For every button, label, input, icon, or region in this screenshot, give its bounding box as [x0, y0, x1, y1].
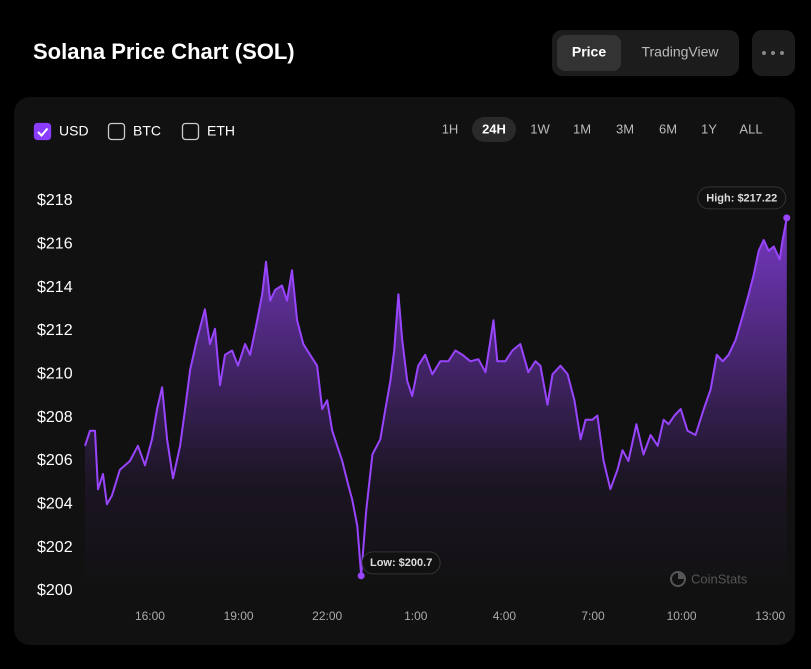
x-tick-label: 1:00 — [404, 609, 428, 623]
range-button[interactable]: 1H — [442, 121, 459, 136]
range-button[interactable]: 1Y — [701, 121, 717, 136]
range-button[interactable]: 24H — [482, 121, 506, 136]
checkmark — [37, 127, 49, 137]
x-tick-label: 13:00 — [755, 609, 785, 623]
price-area — [85, 217, 787, 591]
currency-label[interactable]: BTC — [133, 123, 161, 139]
checkbox[interactable] — [33, 122, 52, 141]
currency-label[interactable]: USD — [59, 123, 89, 139]
range-button[interactable]: ALL — [739, 121, 762, 136]
annotation-bubble — [361, 551, 441, 575]
dot — [762, 51, 766, 55]
range-button[interactable]: 1M — [573, 121, 591, 136]
y-tick-label: $200 — [37, 582, 73, 599]
y-tick-label: $210 — [37, 366, 73, 383]
range-button[interactable]: 3M — [616, 121, 634, 136]
x-tick-label: 10:00 — [667, 609, 697, 623]
y-tick-label: $206 — [37, 452, 73, 469]
y-tick-label: $212 — [37, 322, 73, 339]
x-tick-label: 19:00 — [224, 609, 254, 623]
currency-label[interactable]: ETH — [207, 123, 235, 139]
tab[interactable]: TradingView — [641, 44, 719, 60]
x-tick-label: 22:00 — [312, 609, 342, 623]
range-button[interactable]: 6M — [659, 121, 677, 136]
y-tick-label: $214 — [37, 279, 73, 296]
checkbox[interactable] — [107, 122, 126, 141]
x-tick-label: 16:00 — [135, 609, 165, 623]
annotation-marker — [783, 214, 791, 222]
range-button[interactable]: 1W — [530, 121, 550, 136]
annotation-label: Low: $200.7 — [370, 557, 432, 569]
price-line — [84, 217, 788, 577]
range-active-bg — [472, 117, 516, 142]
annotation-bubble — [697, 186, 787, 210]
page-title: Solana Price Chart (SOL) — [33, 39, 295, 64]
y-tick-label: $204 — [37, 496, 73, 513]
checkbox[interactable] — [181, 122, 200, 141]
y-tick-label: $216 — [37, 236, 73, 253]
x-tick-label: 4:00 — [493, 609, 517, 623]
dot — [780, 51, 784, 55]
tab-active-bg — [557, 35, 621, 71]
x-tick-label: 7:00 — [581, 609, 605, 623]
dot — [771, 51, 775, 55]
y-tick-label: $208 — [37, 409, 73, 426]
annotation-label: High: $217.22 — [706, 192, 777, 204]
tab[interactable]: Price — [572, 44, 606, 60]
y-tick-label: $202 — [37, 539, 73, 556]
annotation-marker — [357, 572, 365, 580]
y-tick-label: $218 — [37, 192, 73, 209]
